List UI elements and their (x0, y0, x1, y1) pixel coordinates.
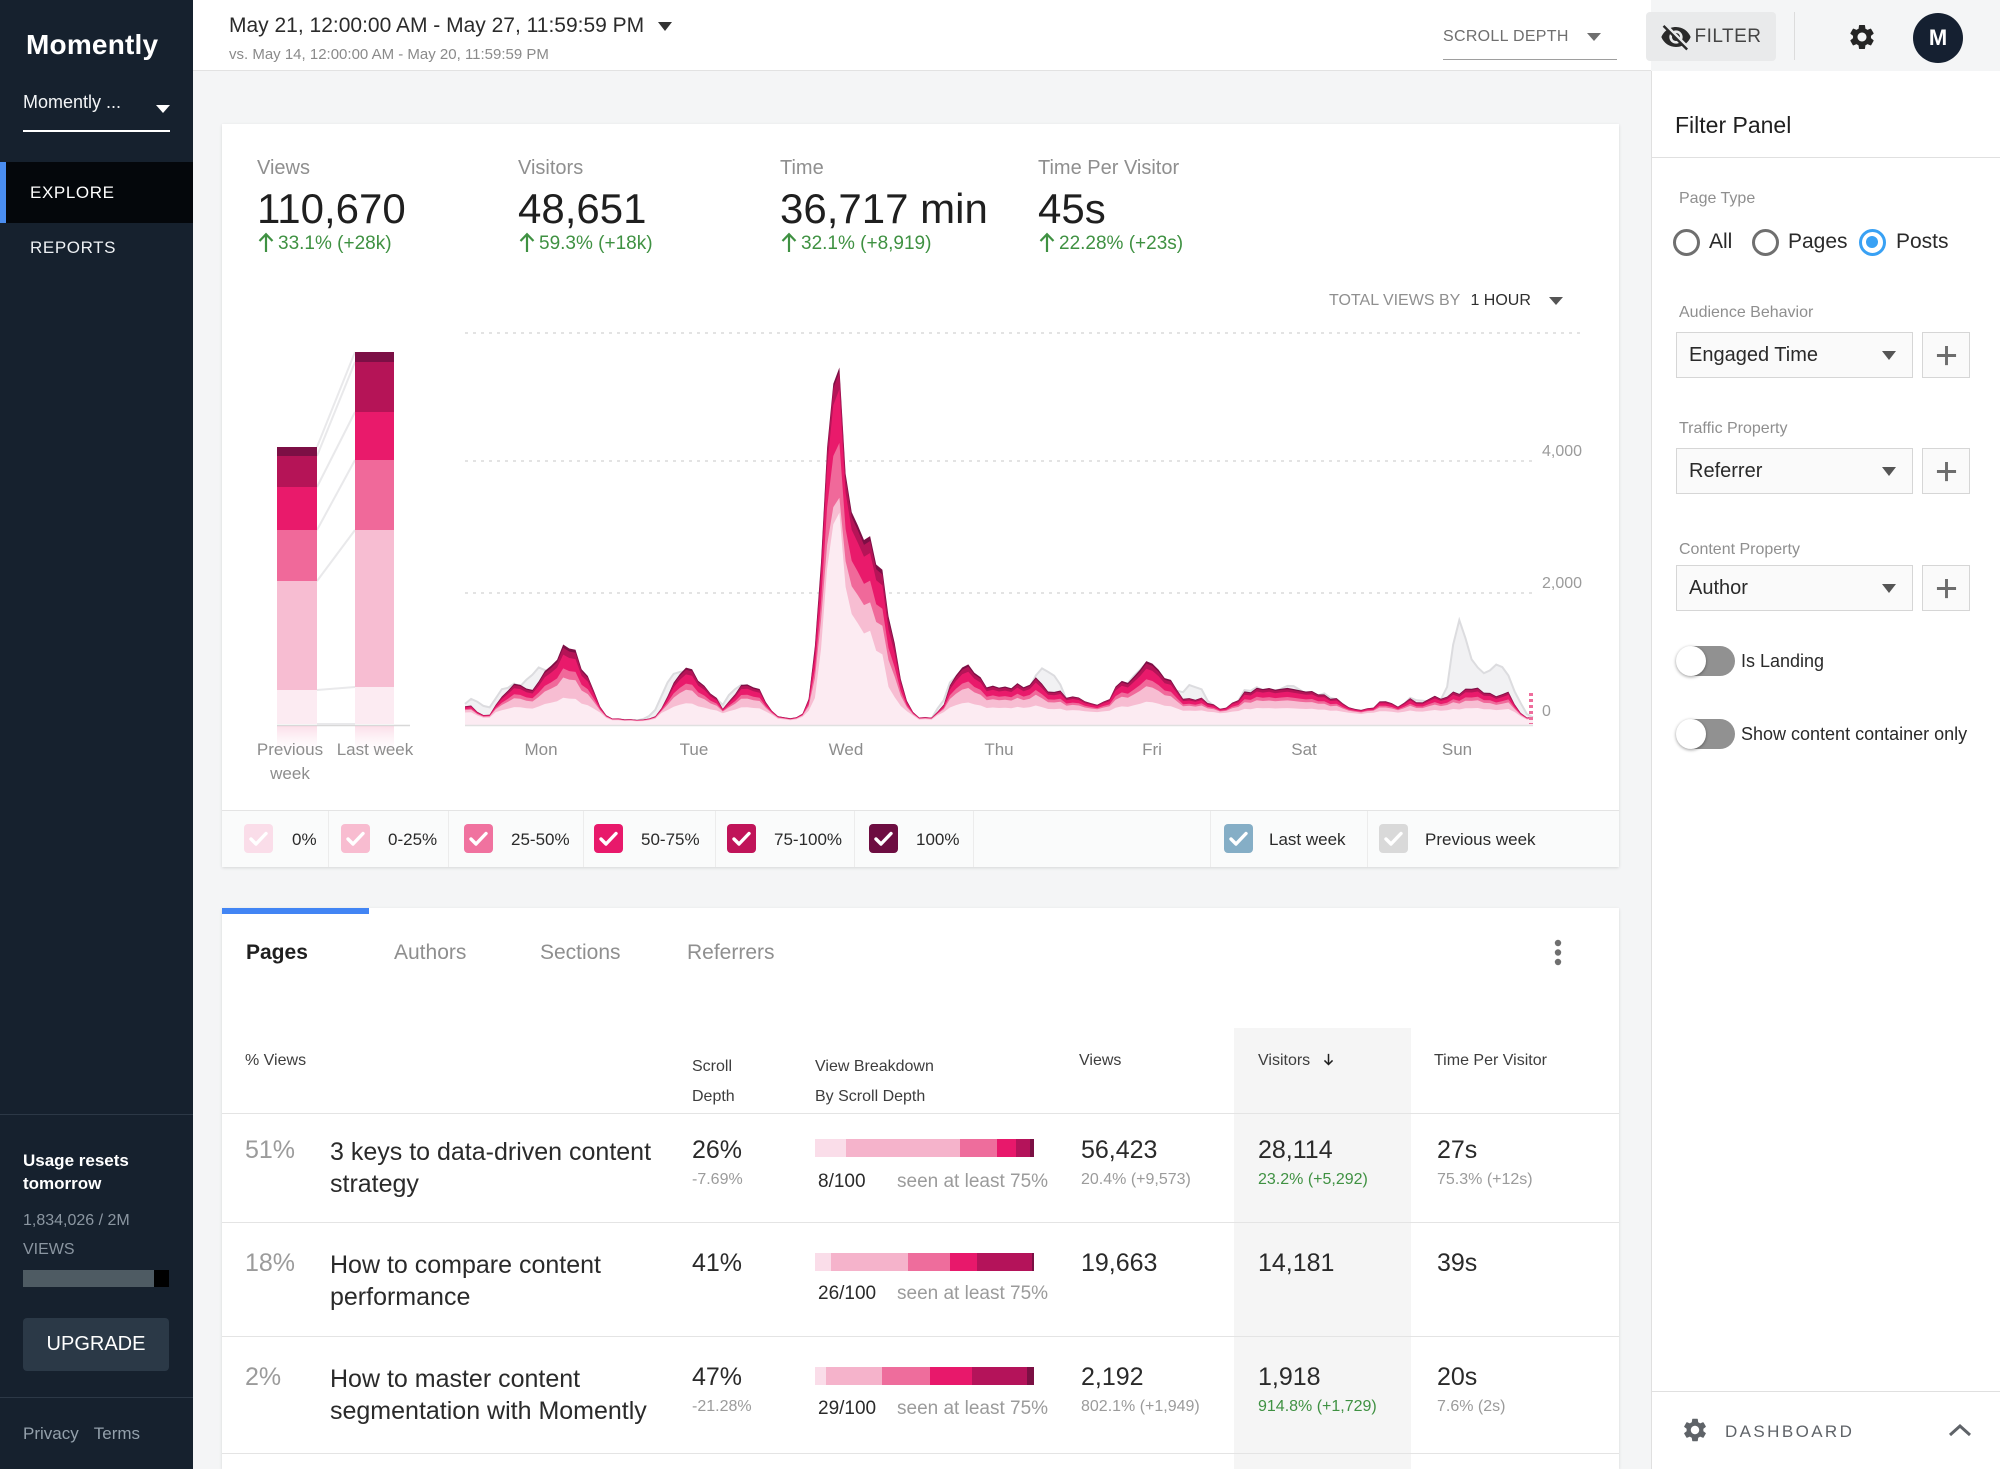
svg-text:Thu: Thu (984, 740, 1013, 759)
svg-text:Mon: Mon (524, 740, 557, 759)
svg-text:week: week (269, 764, 310, 783)
svg-text:Fri: Fri (1142, 740, 1162, 759)
svg-text:Previous: Previous (257, 740, 323, 759)
svg-text:Wed: Wed (829, 740, 864, 759)
svg-text:2,000: 2,000 (1542, 575, 1582, 592)
svg-text:Sat: Sat (1291, 740, 1317, 759)
svg-text:Tue: Tue (680, 740, 709, 759)
svg-text:4,000: 4,000 (1542, 443, 1582, 460)
svg-text:0: 0 (1542, 703, 1551, 720)
svg-text:Sun: Sun (1442, 740, 1472, 759)
svg-text:Last week: Last week (337, 740, 414, 759)
